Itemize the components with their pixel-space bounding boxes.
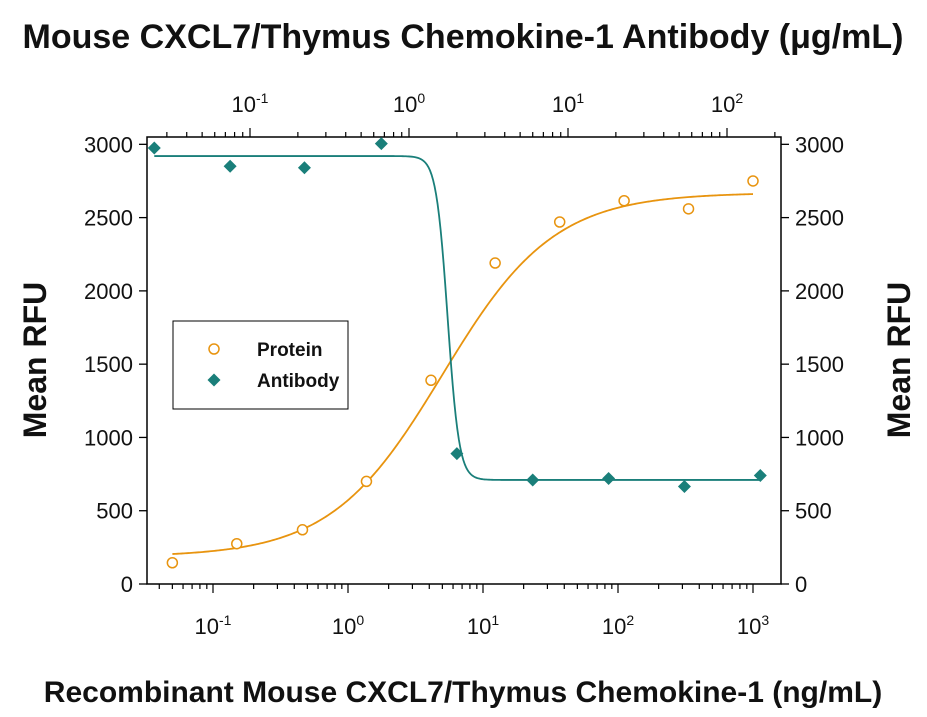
data-point-protein — [747, 175, 759, 187]
legend-marker-protein — [208, 343, 220, 355]
y-tick-label-left: 2500 — [84, 206, 133, 231]
legend-label: Protein — [257, 340, 322, 361]
data-point-antibody — [147, 141, 161, 155]
legend-marker-antibody — [207, 373, 221, 387]
data-point-antibody — [374, 137, 388, 151]
x-tick-label: 103 — [737, 612, 769, 639]
legend-label: Antibody — [257, 371, 340, 392]
data-point-protein — [618, 195, 630, 207]
chart-title: Mouse CXCL7/Thymus Chemokine-1 Antibody … — [23, 18, 904, 56]
data-point-antibody — [677, 480, 691, 494]
y-tick-label-left: 500 — [96, 499, 133, 524]
top-x-tick-label: 10-1 — [232, 90, 269, 117]
y-tick-label-left: 1500 — [84, 352, 133, 377]
data-point-protein — [682, 203, 695, 215]
x-tick-label: 102 — [602, 612, 634, 639]
data-point-antibody — [753, 469, 767, 483]
top-x-tick-label: 100 — [393, 90, 425, 117]
data-point-protein — [425, 374, 437, 387]
data-point-protein — [553, 216, 566, 228]
right-y-axis: 0 500 1000 1500 2000 2500 3000 — [781, 132, 844, 597]
top-x-tick-label: 101 — [552, 90, 584, 117]
top-x-axis: 10-1 100 101 102 — [166, 90, 776, 137]
y-tick-label-right: 3000 — [795, 132, 844, 157]
data-point-antibody — [526, 473, 540, 487]
fit-curve-antibody — [154, 155, 761, 481]
data-point-antibody — [450, 447, 464, 461]
y-tick-label-right: 0 — [795, 572, 807, 597]
y-tick-label-right: 2000 — [795, 279, 844, 304]
left-y-axis: 0 500 1000 1500 2000 2500 3000 — [84, 132, 147, 597]
data-point-protein — [489, 257, 501, 269]
legend-box — [172, 320, 349, 410]
y-tick-label-left: 3000 — [84, 132, 133, 157]
fit-curve-protein — [172, 193, 754, 555]
y-tick-label-right: 500 — [795, 499, 832, 524]
y-tick-label-left: 1000 — [84, 425, 133, 450]
plot-frame — [146, 136, 782, 585]
y-tick-label-left: 0 — [121, 572, 133, 597]
top-x-tick-label: 102 — [711, 90, 743, 117]
x-tick-label: 101 — [467, 612, 499, 639]
data-point-antibody — [297, 161, 311, 175]
y-axis-label-left: Mean RFU — [17, 282, 53, 438]
fit-curves — [154, 155, 761, 555]
y-tick-label-right: 1500 — [795, 352, 844, 377]
x-tick-label: 100 — [332, 612, 364, 639]
data-points — [147, 137, 767, 569]
data-point-antibody — [602, 471, 616, 485]
y-tick-label-right: 1000 — [795, 425, 844, 450]
data-point-protein — [360, 475, 373, 488]
data-point-protein — [296, 524, 309, 536]
data-point-protein — [166, 556, 179, 569]
data-point-antibody — [223, 159, 237, 173]
y-axis-label-right: Mean RFU — [881, 282, 917, 438]
bottom-x-axis: 10-1 100 101 102 103 — [158, 584, 769, 639]
legend: Protein Antibody — [172, 320, 349, 410]
x-axis-label: Recombinant Mouse CXCL7/Thymus Chemokine… — [44, 676, 882, 709]
y-tick-label-right: 2500 — [795, 206, 844, 231]
y-tick-label-left: 2000 — [84, 279, 133, 304]
data-point-protein — [231, 537, 243, 550]
x-tick-label: 10-1 — [195, 612, 232, 639]
